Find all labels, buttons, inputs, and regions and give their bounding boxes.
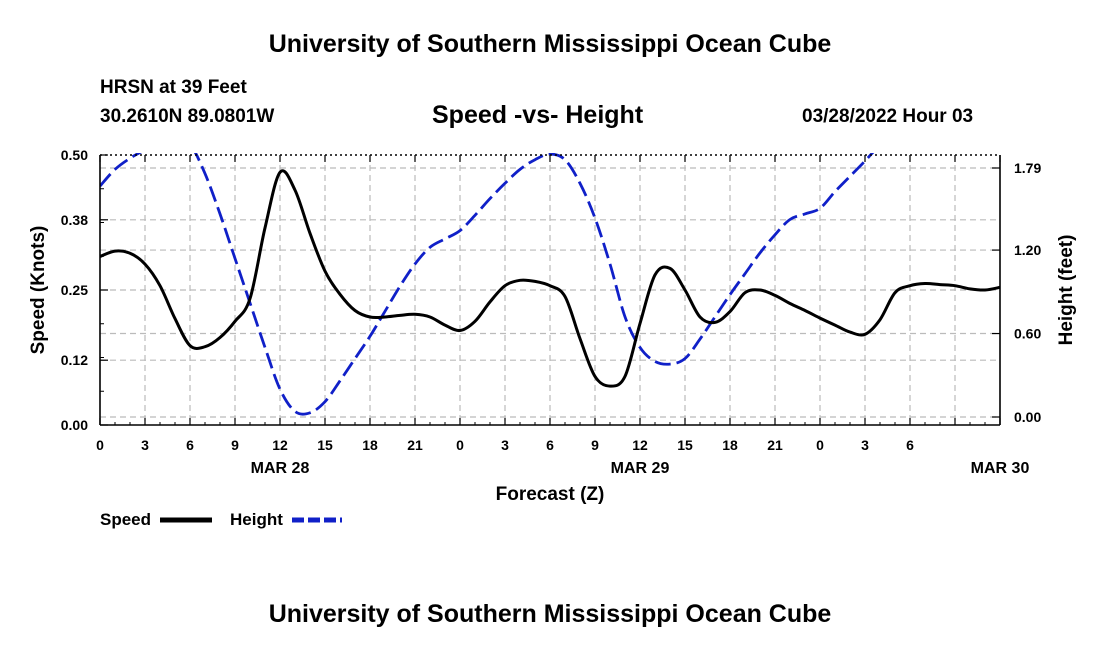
x-tick-label: 9 xyxy=(231,437,239,453)
chart-title: University of Southern Mississippi Ocean… xyxy=(268,30,832,58)
x-tick-label: 12 xyxy=(632,437,648,453)
x-tick-label: 0 xyxy=(456,437,464,453)
footer-title: University of Southern Mississippi Ocean… xyxy=(268,600,832,628)
y-tick-label: 0.25 xyxy=(61,282,88,298)
coordinates-label: 30.2610N 89.0801W xyxy=(100,106,275,127)
y-tick-label: 0.38 xyxy=(61,212,88,228)
x-tick-label: 12 xyxy=(272,437,288,453)
x-tick-label: 18 xyxy=(722,437,738,453)
x-tick-label: 6 xyxy=(186,437,194,453)
y2-tick-label: 0.60 xyxy=(1014,326,1041,342)
date-label: MAR 29 xyxy=(611,460,670,477)
x-tick-label: 18 xyxy=(362,437,378,453)
x-tick-label: 3 xyxy=(501,437,509,453)
x-tick-label: 3 xyxy=(861,437,869,453)
axes xyxy=(99,154,1001,426)
tick-labels: 0 3 6 9 12 15 18 21 0 3 6 9 12 15 18 21 0 3 6 MAR 28 MAR 29 M… xyxy=(61,147,1042,477)
series-lines xyxy=(100,153,1000,416)
y2-tick-label: 0.00 xyxy=(1014,409,1041,425)
legend: Speed Height xyxy=(100,510,342,529)
y-axis-title: Speed (Knots) xyxy=(28,226,49,355)
y-tick-label: 0.50 xyxy=(61,147,88,163)
x-axis-title: Forecast (Z) xyxy=(496,484,605,505)
date-label: MAR 30 xyxy=(971,460,1030,477)
station-label: HRSN at 39 Feet xyxy=(100,77,247,98)
legend-speed-label: Speed xyxy=(100,510,151,529)
x-tick-label: 3 xyxy=(141,437,149,453)
y2-tick-label: 1.20 xyxy=(1014,242,1041,258)
x-tick-label: 15 xyxy=(677,437,693,453)
x-tick-label: 0 xyxy=(816,437,824,453)
legend-height-label: Height xyxy=(230,510,283,529)
x-tick-label: 21 xyxy=(767,437,783,453)
x-tick-label: 6 xyxy=(906,437,914,453)
x-tick-label: 6 xyxy=(546,437,554,453)
x-tick-label: 15 xyxy=(317,437,333,453)
x-tick-label: 21 xyxy=(407,437,423,453)
chart-subtitle: Speed -vs- Height xyxy=(432,101,644,129)
series-height-line xyxy=(100,153,875,416)
y-tick-label: 0.00 xyxy=(61,417,88,433)
forecast-datetime: 03/28/2022 Hour 03 xyxy=(802,106,974,127)
x-tick-label: 9 xyxy=(591,437,599,453)
y-tick-label: 0.12 xyxy=(61,352,88,368)
x-tick-label: 0 xyxy=(96,437,104,453)
y2-tick-label: 1.79 xyxy=(1014,160,1041,176)
date-label: MAR 28 xyxy=(251,460,310,477)
grid-lines xyxy=(100,155,1000,425)
y2-axis-title: Height (feet) xyxy=(1056,235,1077,346)
series-speed-line xyxy=(100,169,1000,388)
